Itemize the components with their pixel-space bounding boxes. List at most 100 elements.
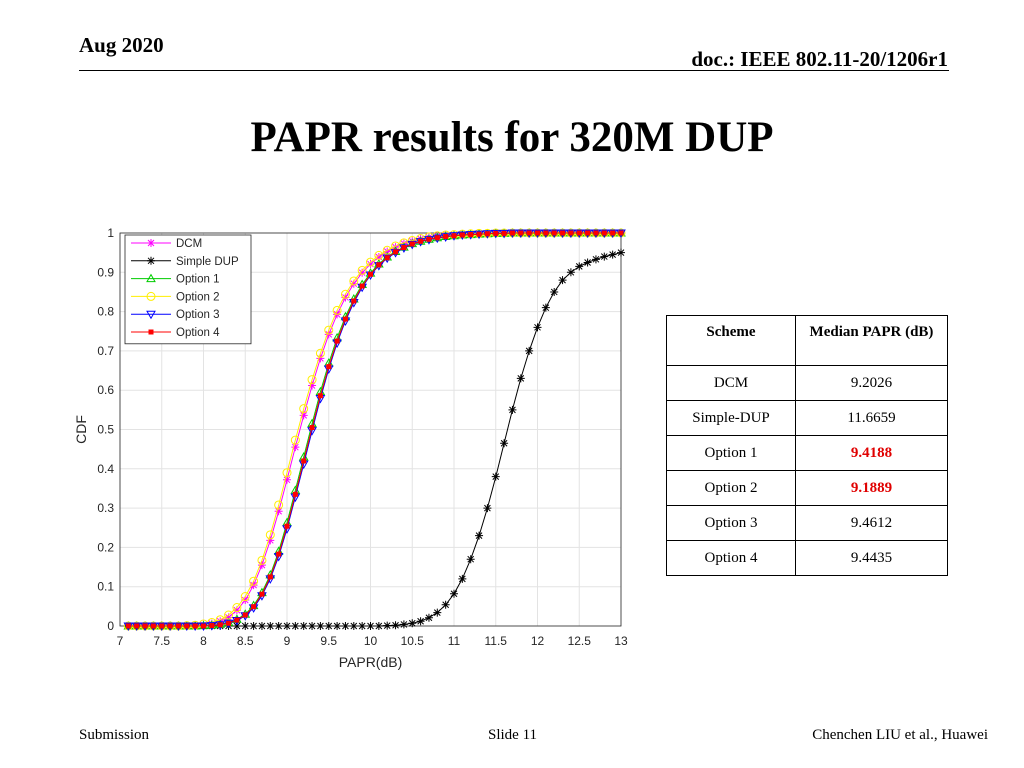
data-point-option-4: [393, 249, 399, 255]
data-point-option-4: [125, 623, 131, 629]
data-point-option-4: [576, 230, 582, 236]
data-point-option-2: [299, 404, 309, 414]
data-point-simple-dup: [525, 346, 534, 355]
data-point-option-2: [315, 348, 325, 358]
legend-label: Option 1: [176, 274, 219, 286]
footer-submission: Submission: [79, 727, 150, 743]
data-point-simple-dup: [566, 268, 575, 277]
data-point-dcm: [308, 381, 317, 390]
x-tick-label: 10.5: [401, 634, 425, 648]
data-point-option-2: [274, 500, 284, 510]
data-point-dcm: [349, 279, 358, 288]
data-point-option-4: [526, 230, 532, 236]
data-point-option-4: [509, 230, 515, 236]
table-cell-value: 11.6659: [795, 400, 948, 436]
data-point-dcm: [299, 411, 308, 420]
data-point-option-4: [409, 241, 415, 247]
data-point-option-2: [249, 576, 259, 586]
data-point-simple-dup: [491, 472, 500, 481]
y-axis-label: CDF: [73, 415, 89, 444]
data-point-option-4: [518, 230, 524, 236]
data-point-simple-dup: [617, 248, 625, 257]
data-point-simple-dup: [508, 405, 517, 414]
y-tick-label: 0.4: [97, 462, 114, 476]
data-point-option-4: [175, 623, 181, 629]
data-point-option-4: [601, 230, 607, 236]
data-point-simple-dup: [291, 622, 300, 630]
data-point-simple-dup: [241, 622, 250, 630]
legend-marker-dcm: [147, 239, 155, 247]
data-point-dcm: [383, 247, 392, 256]
data-point-dcm: [366, 260, 375, 269]
table-header-median-papr: Median PAPR (dB): [795, 315, 948, 366]
data-point-simple-dup: [424, 613, 433, 622]
x-tick-label: 10: [364, 634, 378, 648]
footer-author: Chenchen LIU et al., Huawei: [812, 727, 988, 743]
table-cell-value-highlighted: 9.1889: [795, 470, 948, 506]
data-point-option-4: [242, 612, 248, 618]
data-point-option-4: [359, 283, 365, 289]
slide-date: Aug 2020: [79, 33, 164, 57]
data-point-option-2: [332, 305, 342, 315]
data-point-option-4: [501, 230, 507, 236]
data-point-option-4: [459, 232, 465, 238]
data-point-simple-dup: [374, 622, 383, 630]
table-header-scheme: Scheme: [666, 315, 796, 366]
data-point-option-4: [276, 551, 282, 557]
y-tick-label: 0.8: [97, 305, 114, 319]
data-point-simple-dup: [366, 622, 375, 630]
y-tick-label: 0.3: [97, 501, 114, 515]
legend-label: Option 3: [176, 309, 219, 321]
data-point-option-4: [618, 230, 624, 236]
data-point-option-4: [451, 233, 457, 239]
document-id: doc.: IEEE 802.11-20/1206r1: [691, 47, 948, 71]
x-tick-label: 9: [284, 634, 291, 648]
slide-title: PAPR results for 320M DUP: [250, 114, 774, 161]
legend-marker-option-4: [148, 329, 154, 335]
data-point-option-4: [401, 245, 407, 251]
data-point-dcm: [283, 475, 291, 484]
data-point-option-4: [226, 620, 232, 626]
table-cell-value: 9.4435: [795, 540, 948, 576]
data-point-option-4: [159, 623, 165, 629]
data-point-option-2: [307, 375, 317, 385]
table-cell-value: 9.2026: [795, 365, 948, 401]
data-point-option-4: [317, 393, 323, 399]
data-point-simple-dup: [341, 622, 350, 630]
data-point-dcm: [374, 252, 383, 261]
data-point-simple-dup: [500, 439, 509, 448]
legend-box: [124, 234, 252, 345]
data-point-option-4: [376, 262, 382, 268]
table-row: DCM 9.2026: [666, 365, 948, 401]
data-point-option-4: [351, 298, 357, 304]
data-point-dcm: [266, 536, 275, 545]
x-tick-label: 12.5: [568, 634, 592, 648]
data-point-option-2: [290, 435, 300, 445]
data-point-option-4: [334, 338, 340, 344]
data-point-option-2: [349, 276, 359, 286]
data-point-option-4: [368, 271, 373, 277]
data-point-dcm: [358, 268, 367, 277]
x-tick-label: 11.5: [485, 634, 508, 648]
data-point-option-4: [326, 364, 332, 370]
legend-label: Option 4: [176, 327, 220, 339]
data-point-simple-dup: [299, 622, 308, 630]
data-point-option-2: [224, 610, 234, 620]
x-tick-label: 9.5: [320, 634, 337, 648]
x-tick-label: 8: [200, 634, 207, 648]
data-point-simple-dup: [316, 622, 325, 630]
y-tick-label: 0.1: [97, 580, 114, 594]
table-cell-value-highlighted: 9.4188: [795, 435, 948, 471]
data-point-simple-dup: [458, 574, 467, 583]
y-tick-label: 0.6: [97, 383, 114, 397]
data-point-dcm: [291, 443, 300, 452]
table-cell-scheme: DCM: [666, 365, 796, 401]
data-point-option-2: [340, 289, 350, 299]
data-point-option-4: [426, 236, 432, 242]
legend-marker-option-2: [146, 291, 156, 301]
data-point-dcm: [257, 561, 266, 570]
data-point-dcm: [232, 606, 241, 615]
data-point-option-4: [593, 230, 599, 236]
data-point-simple-dup: [232, 622, 241, 630]
